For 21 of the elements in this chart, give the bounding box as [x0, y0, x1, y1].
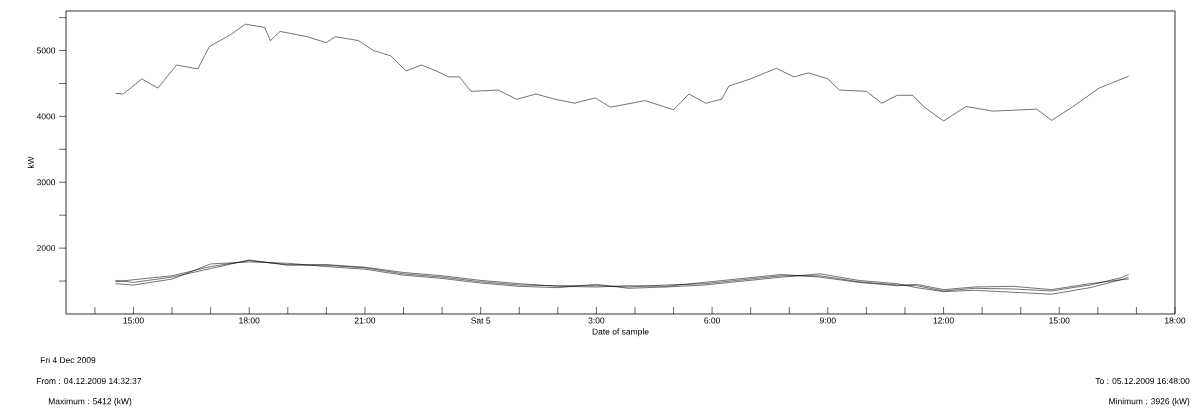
x-tick-label: 15:00 — [123, 317, 144, 324]
y-tick-label: 2000 — [37, 245, 56, 252]
text: From : 04.12.2009 14:32:37 — [36, 378, 142, 384]
x-tick-label: 18:00 — [239, 317, 260, 324]
x-tick-label: 21:00 — [354, 317, 376, 324]
x-tick-label: 9:00 — [819, 317, 836, 324]
y-tick-label: 4000 — [36, 113, 56, 120]
y-tick-label: 3000 — [36, 179, 56, 186]
text: Minimum : 3926 (kW) — [1109, 398, 1190, 406]
x-tick-label: Sat 5 — [471, 317, 491, 324]
y-axis-title: kW — [27, 156, 34, 169]
y-tick-label: 5000 — [36, 47, 56, 54]
x-axis-title: Date of sample — [592, 328, 649, 337]
text: Fri 4 Dec 2009 — [40, 356, 96, 364]
x-tick-label: 18:00 — [1165, 317, 1186, 324]
x-tick-label: 6:00 — [704, 317, 721, 324]
text: Maximum : 5412 (kW) — [48, 398, 132, 406]
text: To : 05.12.2009 16:48:00 — [1095, 378, 1190, 384]
x-tick-label: 3:00 — [588, 317, 605, 324]
x-tick-label: 12:00 — [933, 317, 954, 324]
x-tick-label: 15:00 — [1049, 317, 1070, 324]
